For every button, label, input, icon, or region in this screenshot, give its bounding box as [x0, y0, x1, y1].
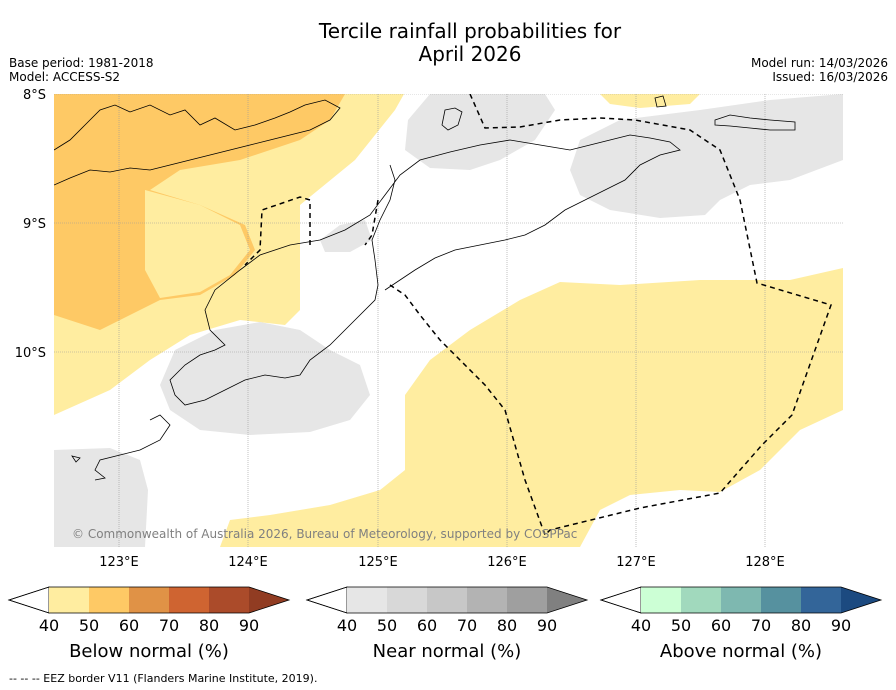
map-title: Tercile rainfall probabilities for April…	[0, 20, 896, 66]
colorbars: 40 50 60 70 80 90 Below normal (%) 40 50 60 70 80 90…	[7, 586, 883, 662]
flores-coastline	[54, 99, 341, 186]
colorbar-above-normal-segment	[801, 587, 841, 613]
near-normal-region-south	[160, 322, 370, 435]
colorbar-near-normal-segment	[467, 587, 507, 613]
colorbar-below-normal-tick: 60	[119, 616, 139, 635]
colorbar-near-normal-tick: 80	[497, 616, 517, 635]
colorbar-above-normal-segment	[681, 587, 721, 613]
colorbar-near-normal-tick: 50	[377, 616, 397, 635]
colorbar-near-normal-segment	[507, 587, 547, 613]
colorbar-below-normal-tick: 80	[199, 616, 219, 635]
rote-coastline	[94, 414, 171, 481]
lon-label-124e: 124°E	[228, 555, 268, 570]
ndao-island	[71, 455, 81, 463]
colorbar-below-normal-label: Below normal (%)	[69, 641, 229, 662]
below-normal-40-50-region-southeast	[220, 268, 843, 547]
colorbar-below-normal-tick: 40	[39, 616, 59, 635]
colorbar-above-normal-tick: 80	[791, 616, 811, 635]
lon-label-123e: 123°E	[99, 555, 139, 570]
colorbar-below-normal-segment	[129, 587, 169, 613]
copyright-notice: © Commonwealth of Australia 2026, Bureau…	[72, 527, 578, 541]
colorbar-below-normal-tick: 70	[159, 616, 179, 635]
colorbar-below-normal-min-extend	[7, 586, 50, 614]
model-name: Model: ACCESS-S2	[9, 70, 121, 84]
base-period: Base period: 1981-2018	[9, 56, 154, 70]
colorbar-below-normal-segment	[209, 587, 249, 613]
lon-label-126e: 126°E	[487, 555, 527, 570]
title-line-1: Tercile rainfall probabilities for	[318, 19, 622, 43]
colorbar-above-normal-max-extend	[841, 587, 881, 613]
near-normal-region-southwest	[54, 448, 148, 547]
colorbar-near-normal-segment	[347, 587, 387, 613]
colorbar-near-normal-segment	[387, 587, 427, 613]
lon-label-125e: 125°E	[358, 555, 398, 570]
colorbar-below-normal-segment	[169, 587, 209, 613]
colorbar-above-normal: 40 50 60 70 80 90 Above normal (%)	[599, 586, 883, 662]
colorbar-above-normal-outline	[599, 586, 883, 614]
timor-coastline	[169, 134, 681, 406]
colorbar-above-normal-segment	[721, 587, 761, 613]
near-normal-region-center	[320, 220, 372, 252]
colorbar-near-normal-min-extend	[305, 586, 348, 614]
eez-border	[244, 94, 832, 537]
lat-label-8s: 8°S	[23, 88, 46, 103]
colorbar-above-normal-tick: 50	[671, 616, 691, 635]
lat-label-10s: 10°S	[15, 346, 46, 361]
title-line-2: April 2026	[418, 42, 522, 66]
colorbar-near-normal-tick: 60	[417, 616, 437, 635]
alor-coastline	[441, 107, 463, 131]
colorbar-above-normal-min-extend	[599, 586, 642, 614]
small-island-north	[654, 95, 667, 108]
colorbar-above-normal-tick: 60	[711, 616, 731, 635]
colorbar-below-normal-segment	[49, 587, 89, 613]
lon-label-128e: 128°E	[745, 555, 785, 570]
wetar-coastline	[714, 114, 796, 131]
lon-label-127e: 127°E	[616, 555, 656, 570]
colorbar-above-normal-segment	[641, 587, 681, 613]
colorbar-near-normal-tick: 70	[457, 616, 477, 635]
colorbar-below-normal-tick: 50	[79, 616, 99, 635]
colorbar-above-normal-tick: 70	[751, 616, 771, 635]
gridlines	[54, 94, 843, 547]
colorbar-near-normal: 40 50 60 70 80 90 Near normal (%)	[305, 586, 589, 662]
colorbar-above-normal-tick: 40	[631, 616, 651, 635]
colorbar-near-normal-max-extend	[547, 587, 587, 613]
eez-legend: -- -- -- EEZ border V11 (Flanders Marine…	[9, 672, 318, 685]
colorbar-near-normal-label: Near normal (%)	[373, 641, 522, 662]
colorbar-above-normal-segment	[761, 587, 801, 613]
colorbar-near-normal-outline	[305, 586, 589, 614]
colorbar-below-normal-outline	[7, 586, 291, 614]
colorbar-below-normal-tick: 90	[239, 616, 259, 635]
colorbar-below-normal: 40 50 60 70 80 90 Below normal (%)	[7, 586, 291, 662]
colorbar-near-normal-tick: 90	[537, 616, 557, 635]
near-normal-region-north	[405, 94, 555, 170]
colorbar-above-normal-tick: 90	[831, 616, 851, 635]
colorbar-near-normal-segment	[427, 587, 467, 613]
colorbar-above-normal-label: Above normal (%)	[660, 641, 822, 662]
model-run-date: Model run: 14/03/2026	[750, 56, 888, 70]
colorbar-below-normal-segment	[89, 587, 129, 613]
coastlines	[54, 95, 796, 481]
map-area	[54, 94, 843, 547]
below-normal-40-50-inner	[145, 190, 250, 298]
lat-label-9s: 9°S	[23, 217, 46, 232]
near-normal-region-east	[570, 94, 843, 218]
colorbar-below-normal-max-extend	[249, 587, 289, 613]
colorbar-near-normal-tick: 40	[337, 616, 357, 635]
issued-date: Issued: 16/03/2026	[772, 70, 888, 84]
below-normal-40-50-region-north	[600, 94, 700, 108]
